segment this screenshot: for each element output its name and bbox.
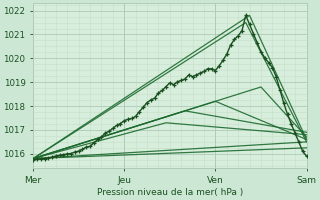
X-axis label: Pression niveau de la mer( hPa ): Pression niveau de la mer( hPa ) <box>97 188 243 197</box>
